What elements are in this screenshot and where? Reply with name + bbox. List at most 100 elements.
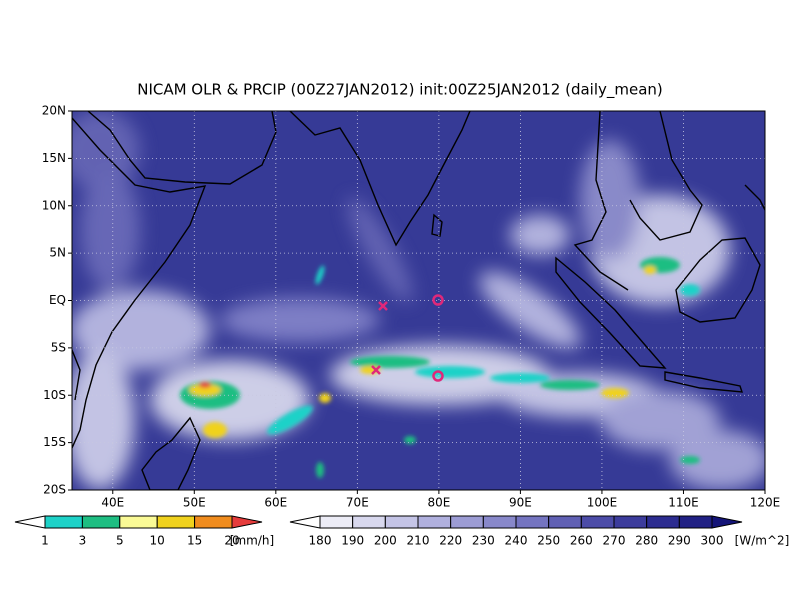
precip [601, 388, 629, 398]
coast-philippines [744, 184, 765, 211]
cloud [220, 298, 380, 342]
precip [415, 366, 485, 378]
lat-label: 5S [51, 340, 66, 354]
colorbar-arrow [14, 515, 46, 529]
axes: 20N 15N 10N 5N EQ 5S 10S 15S 20S 40E 50E 60E 70E 80E 9… [42, 104, 781, 510]
cloud [479, 271, 581, 349]
colorbar-unit: [W/m^2] [735, 534, 790, 548]
precip [644, 266, 656, 274]
colorbar-label: 210 [407, 534, 430, 548]
precip [540, 380, 600, 390]
lon-label: 90E [509, 496, 532, 510]
lon-label: 100E [587, 496, 618, 510]
colorbar-label: 290 [668, 534, 691, 548]
precip [404, 436, 416, 444]
precip-field [180, 257, 700, 478]
colorbar-label: 230 [472, 534, 495, 548]
lat-label: 10N [42, 198, 66, 212]
lon-label: 50E [183, 496, 206, 510]
lat-label: 15S [43, 435, 66, 449]
lat-label: 20N [42, 104, 66, 118]
colorbar-label: 3 [79, 534, 87, 548]
colorbar-label: 240 [505, 534, 528, 548]
colorbar-box [515, 515, 550, 529]
cloud [347, 197, 413, 303]
colorbar-label: 280 [635, 534, 658, 548]
precip [350, 356, 430, 368]
colorbar-box [384, 515, 419, 529]
colorbar-box [613, 515, 648, 529]
map-field [72, 111, 765, 490]
markers [371, 294, 444, 382]
coast-sumatra [555, 256, 667, 369]
colorbar-label: 250 [537, 534, 560, 548]
precip [315, 265, 325, 285]
coast-indochina [629, 111, 703, 241]
colorbar-label: 190 [341, 534, 364, 548]
colorbar-unit: [mm/h] [230, 534, 274, 548]
coast-arabia [87, 111, 277, 185]
colorbar-box [646, 515, 680, 529]
marker-cross [378, 301, 388, 311]
legends: 1 3 5 10 15 20[mm/h] 180 190 200 210 220 230 240 250 2… [14, 515, 790, 548]
lon-label: 40E [101, 496, 124, 510]
cloud [80, 170, 140, 290]
colorbar-box [352, 515, 386, 529]
colorbar-box [119, 515, 158, 529]
precip [680, 456, 700, 464]
coast-africa [72, 117, 207, 449]
colorbar-label: 10 [150, 534, 165, 548]
precip [680, 284, 700, 296]
coast-borneo [675, 237, 761, 323]
coast-sri-lanka [431, 213, 443, 237]
colorbar-box [44, 515, 83, 529]
colorbar-box [580, 515, 615, 529]
colorbar-arrow [231, 515, 263, 529]
marker-circle [432, 370, 444, 382]
lon-label: 60E [264, 496, 287, 510]
precip [189, 384, 221, 396]
lon-label: 80E [427, 496, 450, 510]
colorbar-box [450, 515, 484, 529]
colorbar-label: 260 [570, 534, 593, 548]
lat-label: 20S [43, 483, 66, 497]
colorbar-box [319, 515, 354, 529]
cloud [580, 140, 640, 260]
precip [203, 422, 227, 438]
colorbar-box [482, 515, 517, 529]
colorbar-arrow [711, 515, 743, 529]
colorbar-box [194, 515, 233, 529]
cloud [72, 290, 210, 370]
marker-cross [371, 365, 381, 375]
title: NICAM OLR & PRCIP (00Z27JAN2012) init:00… [137, 81, 663, 100]
colorbar-box [548, 515, 582, 529]
lon-label: 120E [750, 496, 781, 510]
colorbar-label: 220 [439, 534, 462, 548]
precip [319, 393, 331, 403]
precip [316, 462, 324, 478]
colorbar-box [81, 515, 121, 529]
colorbar-label: 15 [187, 534, 202, 548]
lat-label: 5N [49, 246, 66, 260]
cloud [670, 430, 765, 490]
colorbar-label: 200 [374, 534, 397, 548]
coast-lake [72, 349, 81, 401]
cloud-field [72, 111, 765, 490]
lon-label: 110E [668, 496, 699, 510]
cloud [72, 111, 140, 190]
coast-madagascar [141, 416, 201, 490]
colorbar-label: 300 [701, 534, 724, 548]
colorbar-label: 5 [116, 534, 124, 548]
coastlines [72, 111, 765, 490]
colorbar-box [678, 515, 713, 529]
lat-label: 15N [42, 151, 66, 165]
cloud [72, 350, 135, 490]
marker-circle [432, 294, 444, 306]
colorbar-label: 270 [603, 534, 626, 548]
coast-malaya [573, 111, 629, 291]
colorbar-label: 180 [309, 534, 332, 548]
colorbar-box [417, 515, 452, 529]
